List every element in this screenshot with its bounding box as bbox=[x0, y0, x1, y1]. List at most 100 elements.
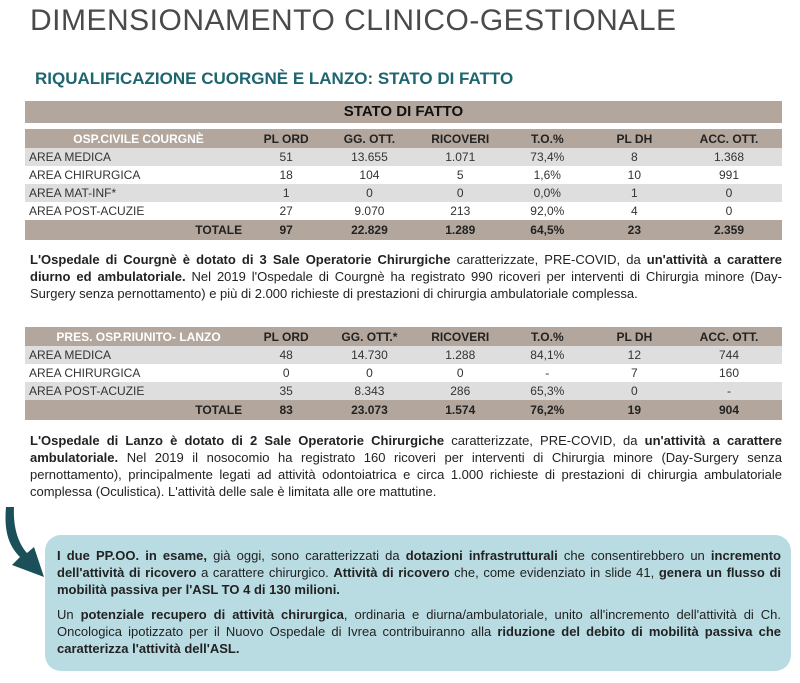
table-cell: 0 bbox=[592, 382, 676, 400]
bold-text: Attività di ricovero bbox=[333, 565, 450, 580]
table-cell: 48 bbox=[252, 346, 321, 364]
table-cell: 9.070 bbox=[320, 202, 419, 220]
text-segment: Nel 2019 l'Ospedale di Courgnè ha regist… bbox=[30, 269, 782, 301]
table-cell: 14.730 bbox=[320, 346, 419, 364]
callout-paragraph: I due PP.OO. in esame, già oggi, sono ca… bbox=[57, 547, 781, 598]
table-cell: 8.343 bbox=[320, 382, 419, 400]
text-segment: caratterizzate, PRE-COVID, da bbox=[450, 252, 647, 267]
total-cell: 76,2% bbox=[501, 400, 593, 420]
text-segment: caratterizzate, PRE-COVID, da bbox=[444, 433, 645, 448]
bold-text: incremento dell'attività di ricovero bbox=[57, 548, 781, 580]
table-cell: 160 bbox=[675, 364, 782, 382]
table-row: AREA POST-ACUZIE 27 9.070 213 92,0% 4 0 bbox=[25, 202, 782, 220]
column-header: GG. OTT. bbox=[320, 129, 419, 148]
table-cell: 1 bbox=[252, 184, 321, 202]
table-cell: 12 bbox=[592, 346, 676, 364]
bold-text: L'Ospedale di Lanzo è dotato di 2 Sale O… bbox=[30, 433, 445, 448]
total-row: TOTALE 97 22.829 1.289 64,5% 23 2.359 bbox=[25, 220, 782, 240]
bold-text: I due PP.OO. in esame, bbox=[57, 548, 208, 563]
table-cell: 1,6% bbox=[501, 166, 593, 184]
total-label: TOTALE bbox=[25, 220, 253, 240]
row-label: AREA MEDICA bbox=[25, 346, 253, 364]
table-cell: 35 bbox=[252, 382, 321, 400]
total-cell: 904 bbox=[675, 400, 782, 420]
table-cell: 18 bbox=[252, 166, 321, 184]
text-segment: che, come evidenziato in slide 41, bbox=[449, 565, 659, 580]
table-cell: 92,0% bbox=[501, 202, 593, 220]
table-cell: 1 bbox=[592, 184, 676, 202]
row-label: AREA MAT-INF* bbox=[25, 184, 253, 202]
table-cell: 0 bbox=[320, 184, 419, 202]
table-cell: 10 bbox=[592, 166, 676, 184]
bold-text: L'Ospedale di Courgnè è dotato di 3 Sale… bbox=[30, 252, 451, 267]
total-cell: 2.359 bbox=[675, 220, 782, 240]
section-subtitle: RIQUALIFICAZIONE CUORGNÈ E LANZO: STATO … bbox=[35, 69, 514, 88]
text-segment: che consentirebbero un bbox=[557, 548, 711, 563]
bold-text: genera un flusso di mobilità passiva per… bbox=[57, 565, 782, 597]
text-segment: , ordinaria e diurna/ambulatoriale, unit… bbox=[57, 607, 781, 639]
column-header: GG. OTT.* bbox=[320, 327, 419, 346]
total-cell: 83 bbox=[252, 400, 321, 420]
bold-text: un'attività a carattere diurno ed ambula… bbox=[30, 252, 782, 284]
total-cell: 1.574 bbox=[418, 400, 502, 420]
table-cell: 0,0% bbox=[501, 184, 593, 202]
column-header: RICOVERI bbox=[418, 327, 502, 346]
table-cell: 84,1% bbox=[501, 346, 593, 364]
row-label: AREA CHIRURGICA bbox=[25, 364, 253, 382]
total-cell: 22.829 bbox=[320, 220, 419, 240]
table-cell: 65,3% bbox=[501, 382, 593, 400]
table-cell: - bbox=[501, 364, 593, 382]
text-segment: Nel 2019 il nosocomio ha registrato 160 … bbox=[30, 450, 782, 499]
table-cell: 104 bbox=[320, 166, 419, 184]
curved-arrow-icon bbox=[5, 507, 45, 577]
text-segment: Un bbox=[57, 607, 81, 622]
total-cell: 97 bbox=[252, 220, 321, 240]
text-segment: a carattere chirurgico. bbox=[196, 565, 334, 580]
column-header: T.O.% bbox=[501, 327, 593, 346]
table-cell: 8 bbox=[592, 148, 676, 166]
column-header: ACC. OTT. bbox=[675, 327, 782, 346]
column-header: RICOVERI bbox=[418, 129, 502, 148]
table-cell: 51 bbox=[252, 148, 321, 166]
table-banner: STATO DI FATTO bbox=[25, 101, 782, 123]
table-cell: 4 bbox=[592, 202, 676, 220]
table-cell: 73,4% bbox=[501, 148, 593, 166]
column-header: PL DH bbox=[592, 129, 676, 148]
table-cell: 0 bbox=[418, 364, 502, 382]
total-label: TOTALE bbox=[25, 400, 253, 420]
table-row: AREA MEDICA 48 14.730 1.288 84,1% 12 744 bbox=[25, 346, 782, 364]
bold-text: riduzione del debito di mobilità passiva… bbox=[57, 624, 782, 656]
total-row: TOTALE 83 23.073 1.574 76,2% 19 904 bbox=[25, 400, 782, 420]
courgne-description: L'Ospedale di Courgnè è dotato di 3 Sale… bbox=[30, 251, 782, 302]
column-header: PL ORD bbox=[252, 129, 321, 148]
table-cell: 744 bbox=[675, 346, 782, 364]
table-row: AREA CHIRURGICA 0 0 0-7 160 bbox=[25, 364, 782, 382]
header-row: PRES. OSP.RIUNITO- LANZO PL ORD GG. OTT.* R… bbox=[25, 327, 782, 346]
total-cell: 64,5% bbox=[501, 220, 593, 240]
total-cell: 23 bbox=[592, 220, 676, 240]
courgne-table: OSP.CIVILE COURGNÈ PL ORD GG. OTT. RICOVERI… bbox=[25, 129, 782, 240]
table-cell: 1.071 bbox=[418, 148, 502, 166]
table-cell: 213 bbox=[418, 202, 502, 220]
row-label: AREA MEDICA bbox=[25, 148, 253, 166]
header-row: OSP.CIVILE COURGNÈ PL ORD GG. OTT. RICOVERI… bbox=[25, 129, 782, 148]
table-cell: 0 bbox=[418, 184, 502, 202]
text-segment: già oggi, sono caratterizzati da bbox=[207, 548, 406, 563]
column-header: T.O.% bbox=[501, 129, 593, 148]
table-cell: 991 bbox=[675, 166, 782, 184]
callout-paragraph: Un potenziale recupero di attività chiru… bbox=[57, 606, 781, 657]
table-cell: 27 bbox=[252, 202, 321, 220]
column-header: OSP.CIVILE COURGNÈ bbox=[25, 129, 253, 148]
total-cell: 19 bbox=[592, 400, 676, 420]
lanzo-description: L'Ospedale di Lanzo è dotato di 2 Sale O… bbox=[30, 432, 782, 500]
table-cell: 286 bbox=[418, 382, 502, 400]
table-row: AREA POST-ACUZIE 35 8.343 286 65,3% 0- bbox=[25, 382, 782, 400]
table-cell: 0 bbox=[252, 364, 321, 382]
total-cell: 1.289 bbox=[418, 220, 502, 240]
table-cell: 5 bbox=[418, 166, 502, 184]
page-title: DIMENSIONAMENTO CLINICO-GESTIONALE bbox=[30, 4, 677, 37]
table-cell: - bbox=[675, 382, 782, 400]
column-header: PL ORD bbox=[252, 327, 321, 346]
lanzo-table: PRES. OSP.RIUNITO- LANZO PL ORD GG. OTT.* R… bbox=[25, 327, 782, 420]
table-row: AREA CHIRURGICA 18 104 5 1,6% 10 991 bbox=[25, 166, 782, 184]
